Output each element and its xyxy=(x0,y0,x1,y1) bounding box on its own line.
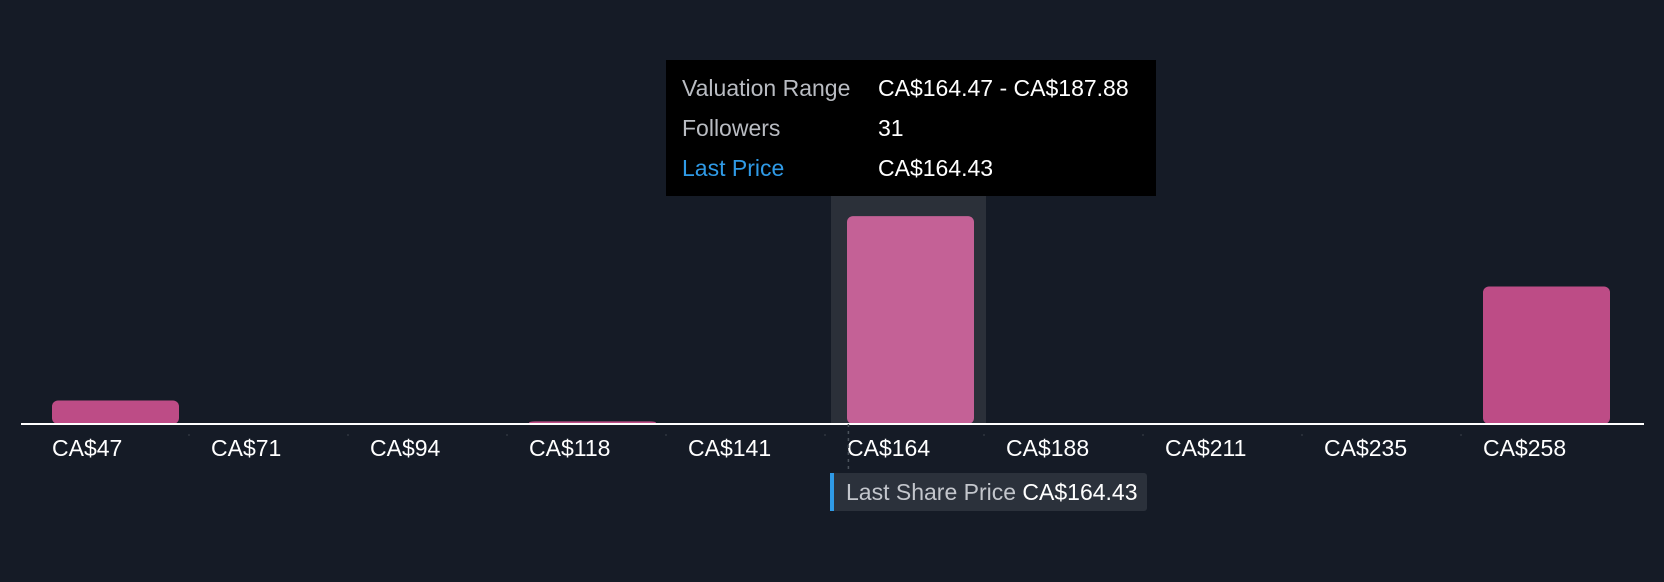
x-tick-label: CA$188 xyxy=(1006,435,1089,461)
x-tick-label: CA$258 xyxy=(1483,435,1566,461)
x-tick-label: CA$94 xyxy=(370,435,441,461)
bar-0 xyxy=(52,400,179,424)
bar-5 xyxy=(847,216,974,424)
bar-9 xyxy=(1483,286,1610,424)
tooltip-row-last-price: Last Price CA$164.43 xyxy=(682,148,1140,188)
tooltip: Valuation Range CA$164.47 - CA$187.88 Fo… xyxy=(666,60,1156,196)
tooltip-key: Valuation Range xyxy=(682,75,851,101)
x-tick-label: CA$141 xyxy=(688,435,771,461)
tooltip-value: CA$164.47 - CA$187.88 xyxy=(878,75,1129,101)
tooltip-value: CA$164.43 xyxy=(878,155,994,181)
x-tick-label: CA$235 xyxy=(1324,435,1407,461)
x-tick-label: CA$211 xyxy=(1165,435,1246,461)
tooltip-value: 31 xyxy=(878,115,904,141)
last-share-price-value: CA$164.43 xyxy=(1022,479,1138,505)
last-share-price-tag: Last Share Price CA$164.43 xyxy=(830,473,1147,511)
x-tick-label: CA$47 xyxy=(52,435,122,461)
last-share-price-label: Last Share Price xyxy=(846,479,1017,505)
x-tick-label: CA$118 xyxy=(529,435,610,461)
x-tick-label: CA$71 xyxy=(211,435,281,461)
tooltip-key: Followers xyxy=(682,115,781,141)
tooltip-row-valuation-range: Valuation Range CA$164.47 - CA$187.88 xyxy=(682,68,1140,108)
tooltip-key: Last Price xyxy=(682,155,785,181)
tooltip-row-followers: Followers 31 xyxy=(682,108,1140,148)
x-tick-label: CA$164 xyxy=(847,435,930,461)
